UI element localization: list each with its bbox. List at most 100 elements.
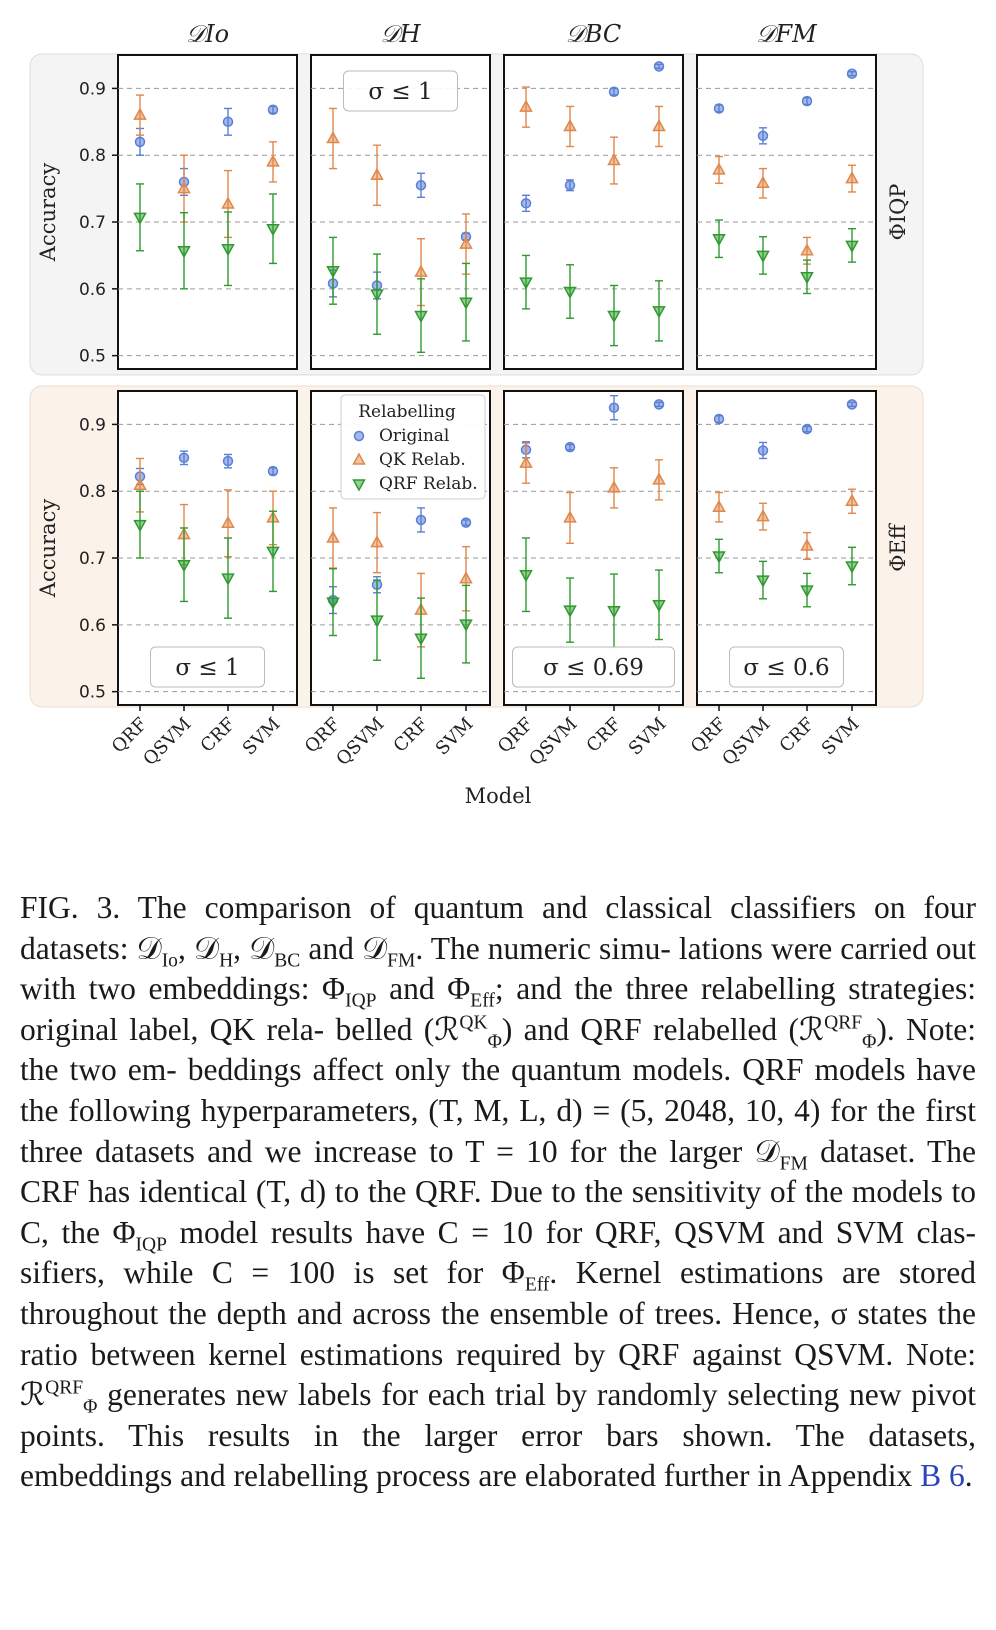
data-point: [326, 266, 340, 279]
x-tick-label: CRF: [776, 714, 819, 757]
panel: [503, 54, 684, 370]
sigma-label: σ ≤ 0.6: [743, 655, 829, 681]
data-point: [800, 243, 814, 256]
data-point: [756, 575, 770, 588]
data-point: [221, 573, 235, 586]
panel-frame: [117, 54, 298, 370]
legend-entry: QRF Relab.: [379, 474, 478, 494]
y-tick-label: 0.6: [79, 280, 106, 300]
data-point: [607, 153, 621, 166]
sigma-label: σ ≤ 1: [368, 79, 432, 105]
data-point: [653, 399, 665, 410]
data-point: [712, 551, 726, 564]
x-tick-label: SVM: [432, 714, 478, 760]
data-point: [520, 198, 532, 209]
data-point: [563, 286, 577, 300]
y-tick-label: 0.9: [79, 79, 106, 99]
legend-title: Relabelling: [358, 402, 456, 422]
data-point: [845, 240, 859, 253]
legend-box: [340, 394, 486, 500]
data-point: [563, 118, 577, 132]
data-point: [266, 154, 280, 167]
data-point: [564, 441, 576, 453]
column-header: 𝒟Io: [186, 20, 229, 48]
data-point: [326, 530, 340, 543]
data-point: [177, 559, 191, 573]
x-tick-label: QSVM: [332, 714, 388, 770]
data-point: [652, 306, 666, 319]
row-label: ΦEff: [886, 522, 910, 572]
column-header: 𝒟H: [380, 20, 421, 48]
panel: [696, 54, 877, 370]
data-point: [370, 289, 384, 302]
data-point: [607, 310, 621, 324]
x-tick-label: QSVM: [139, 714, 195, 770]
data-point: [756, 509, 770, 522]
data-point: [370, 615, 384, 628]
data-point: [267, 104, 279, 116]
x-tick-label: CRF: [390, 714, 433, 757]
data-point: [713, 413, 725, 425]
appendix-link[interactable]: B 6: [920, 1458, 965, 1494]
data-point: [133, 519, 147, 533]
x-tick-label: CRF: [583, 714, 626, 757]
data-point: [607, 480, 621, 493]
data-point: [801, 423, 813, 435]
data-point: [519, 569, 533, 583]
legend-marker: [353, 430, 365, 442]
data-point: [460, 517, 472, 528]
data-point: [845, 493, 859, 506]
data-point: [222, 455, 234, 467]
data-point: [563, 510, 577, 523]
y-tick-label: 0.9: [79, 415, 106, 435]
data-point: [757, 130, 769, 142]
x-tick-label: SVM: [625, 714, 671, 760]
data-point: [845, 171, 859, 184]
data-point: [800, 272, 814, 285]
data-point: [414, 633, 428, 646]
x-tick-label: QSVM: [718, 714, 774, 770]
data-point: [415, 180, 427, 191]
data-point: [133, 477, 147, 490]
data-point: [414, 310, 428, 324]
data-point: [221, 196, 235, 209]
data-point: [712, 233, 726, 247]
column-header: 𝒟FM: [756, 20, 818, 48]
legend-marker: [352, 479, 366, 492]
data-point: [800, 585, 814, 598]
figure-caption: FIG. 3. The comparison of quantum and cl…: [20, 890, 977, 1494]
panel-frame: [696, 54, 877, 370]
data-point: [177, 245, 191, 259]
data-point: [459, 619, 473, 632]
data-point: [177, 181, 191, 194]
data-point: [459, 571, 473, 584]
sigma-box: [150, 646, 265, 688]
data-point: [178, 452, 190, 464]
data-point: [326, 597, 340, 610]
data-point: [222, 116, 234, 128]
row-label: ΦIQP: [886, 184, 910, 241]
y-tick-label: 0.5: [79, 347, 106, 367]
legend-entry: Original: [379, 426, 449, 446]
sigma-label: σ ≤ 1: [175, 655, 239, 681]
column-header: 𝒟BC: [566, 20, 622, 48]
data-point: [459, 297, 473, 310]
x-tick-label: CRF: [197, 714, 240, 757]
data-point: [801, 95, 813, 107]
data-point: [713, 103, 725, 114]
data-point: [800, 538, 814, 551]
legend-marker: [352, 452, 366, 465]
y-axis-label: Accuracy: [36, 499, 60, 599]
data-point: [756, 250, 770, 263]
y-tick-label: 0.5: [79, 683, 106, 703]
y-tick-label: 0.6: [79, 616, 106, 636]
data-point: [415, 514, 427, 526]
x-tick-label: SVM: [239, 714, 285, 760]
data-point: [370, 535, 384, 548]
data-point: [326, 130, 340, 144]
data-point: [563, 605, 577, 618]
data-point: [267, 465, 279, 477]
data-point: [652, 600, 666, 613]
data-point: [608, 86, 620, 97]
data-point: [459, 236, 473, 249]
